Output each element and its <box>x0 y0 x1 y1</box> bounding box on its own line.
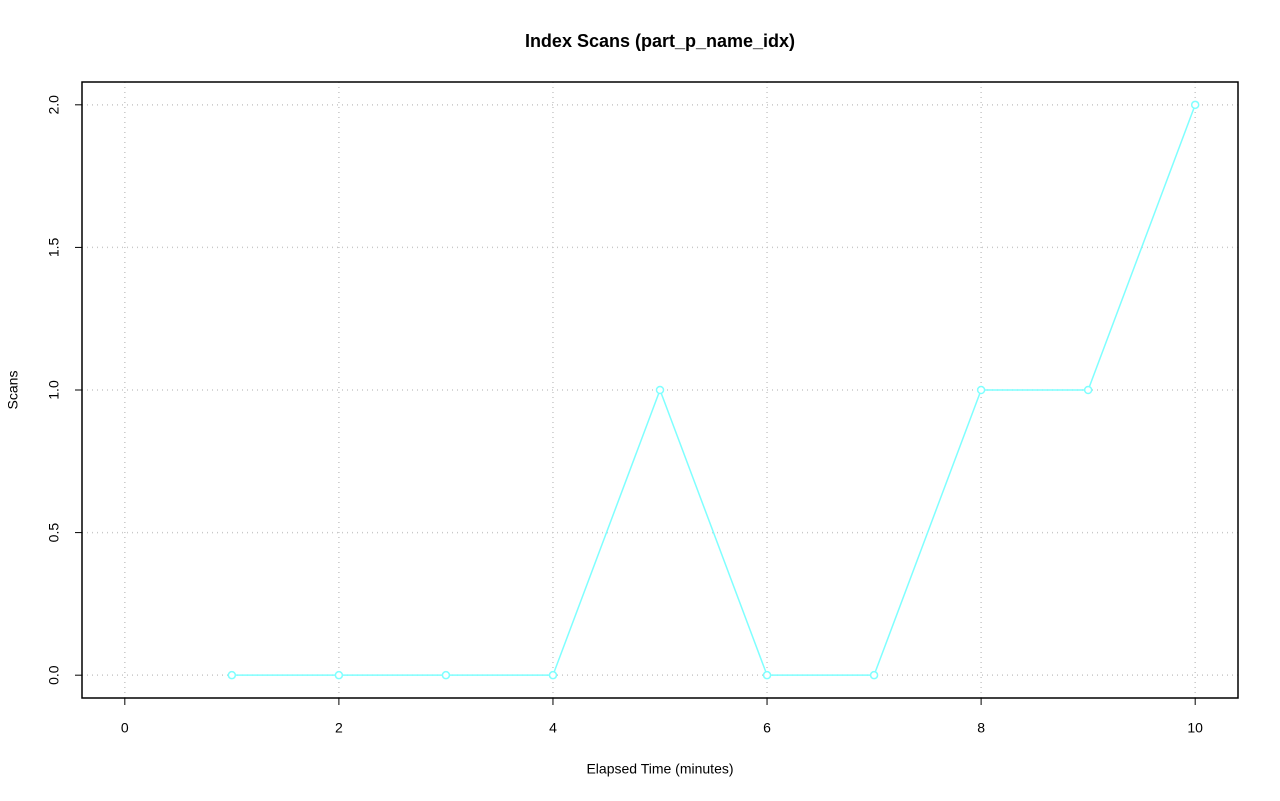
x-tick-label: 0 <box>121 720 129 736</box>
data-point <box>1190 100 1200 110</box>
x-tick-label: 2 <box>335 720 343 736</box>
data-line <box>231 104 1196 676</box>
data-point <box>976 385 986 395</box>
plot-frame <box>81 81 1239 699</box>
chart-title: Index Scans (part_p_name_idx) <box>525 31 795 51</box>
data-point <box>1083 385 1093 395</box>
y-tick-label: 1.0 <box>46 380 62 400</box>
y-tick-label: 0.5 <box>46 523 62 543</box>
y-tick-label: 0.0 <box>46 665 62 685</box>
data-point <box>334 670 344 680</box>
x-axis-title: Elapsed Time (minutes) <box>586 761 733 777</box>
data-point <box>655 385 665 395</box>
x-tick-label: 8 <box>977 720 985 736</box>
data-point <box>227 670 237 680</box>
y-tick-label: 2.0 <box>46 95 62 115</box>
plot-area <box>227 100 1200 680</box>
data-point <box>548 670 558 680</box>
data-point <box>441 670 451 680</box>
x-tick-label: 10 <box>1187 720 1203 736</box>
x-tick-label: 4 <box>549 720 557 736</box>
data-point <box>869 670 879 680</box>
data-point <box>762 670 772 680</box>
y-axis-title: Scans <box>5 371 21 410</box>
x-tick-label: 6 <box>763 720 771 736</box>
y-tick-label: 1.5 <box>46 237 62 257</box>
